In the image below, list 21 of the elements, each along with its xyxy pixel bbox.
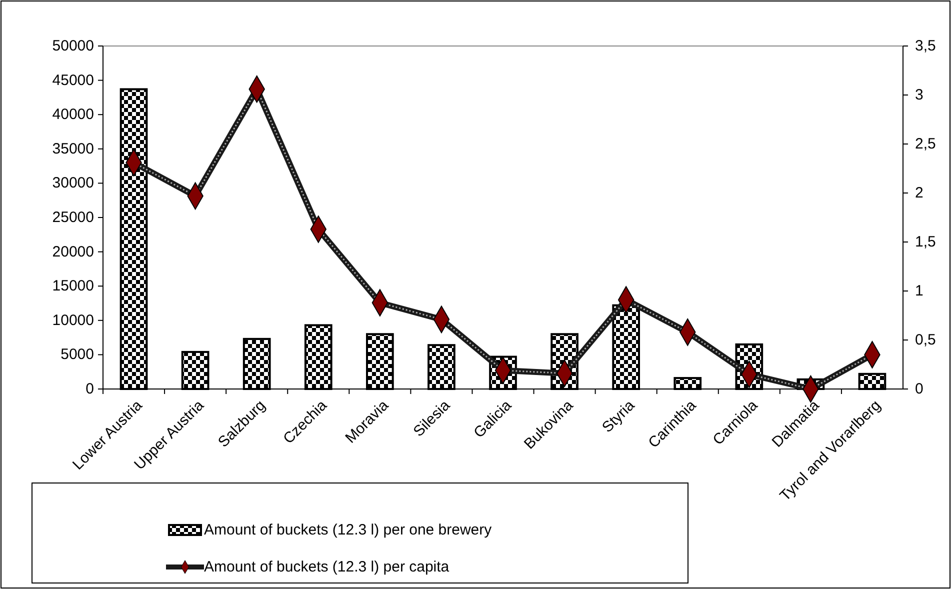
y2-tick-label: 1 [915,282,924,300]
y2-tick-label: 0 [915,380,924,398]
y-tick-label: 25000 [52,209,94,226]
y-tick-label: 45000 [52,72,94,89]
y2-tick-label: 2 [915,184,924,202]
legend-label: Amount of buckets (12.3 l) per one brewery [204,522,492,538]
y-tick-label: 30000 [52,174,94,192]
y2-tick-label: 3 [915,86,924,104]
y-tick-label: 15000 [52,278,94,295]
y-tick-label: 5000 [60,346,94,364]
y2-tick-label: 0,5 [915,332,936,348]
y2-tick-label: 3,5 [915,38,936,54]
y2-tick-label: 2,5 [915,136,936,152]
legend-label: Amount of buckets (12.3 l) per capita [204,558,450,576]
y-tick-label: 0 [86,380,94,398]
y-tick-label: 35000 [52,140,94,158]
y-tick-label: 40000 [52,106,94,124]
y-tick-label: 20000 [52,243,94,260]
y-tick-label: 50000 [52,38,94,54]
y2-tick-label: 1,5 [915,234,936,250]
y-tick-label: 10000 [52,312,94,329]
